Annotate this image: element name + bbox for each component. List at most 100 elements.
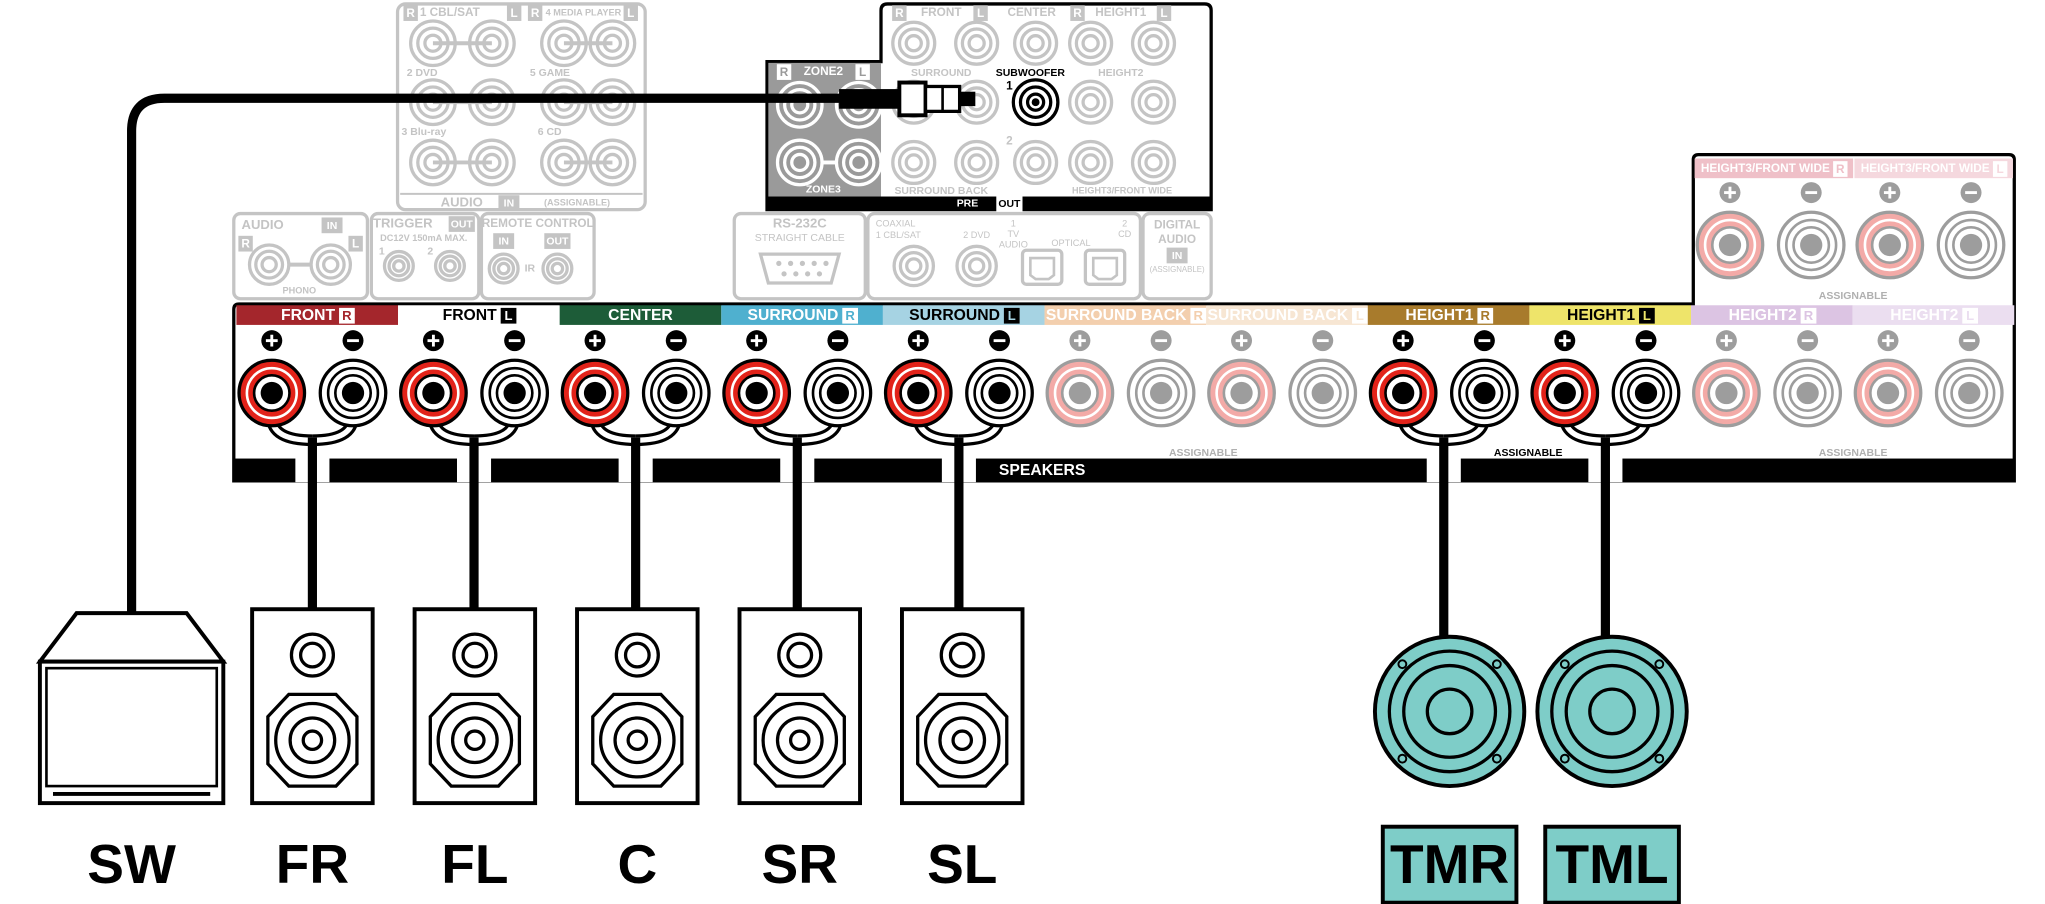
terminal-ring — [568, 366, 622, 420]
terminal-hole — [503, 381, 526, 405]
side-letter: L — [627, 7, 634, 20]
plus-icon — [1069, 330, 1091, 352]
sign-disc — [1715, 330, 1737, 352]
rca-jack — [1144, 153, 1163, 172]
rca-jack — [1130, 139, 1177, 186]
label: TV — [1007, 229, 1020, 239]
label: CENTER — [1007, 6, 1056, 19]
label: 2 DVD — [407, 68, 438, 79]
label: SURROUND BACK — [894, 186, 988, 197]
rca-jack — [1025, 92, 1046, 112]
minus-icon — [989, 330, 1010, 352]
side-box — [776, 64, 792, 80]
speaker-label: TMR — [1390, 833, 1509, 895]
side-letter: L — [1008, 308, 1016, 323]
tweeter-dome — [461, 641, 489, 669]
speaker-label: FL — [441, 833, 508, 895]
ceiling-cap — [1425, 687, 1474, 736]
terminal-ring — [1053, 366, 1107, 420]
rca-jack — [891, 20, 937, 66]
label: DIGITAL — [1154, 218, 1200, 231]
rca-jack — [782, 88, 817, 122]
rca-jack — [898, 250, 929, 281]
negative-terminal — [1449, 358, 1519, 428]
side-letter: OUT — [546, 236, 569, 247]
rca-jack — [790, 152, 810, 173]
rca-jack — [1074, 86, 1107, 119]
label: PRE — [957, 198, 979, 209]
rca-jack — [841, 145, 876, 180]
plus-icon — [261, 330, 283, 352]
woofer-cap — [301, 729, 324, 752]
sign-disc — [1960, 182, 1982, 204]
terminal-hole — [1068, 381, 1092, 405]
side-letter: L — [1966, 308, 1974, 323]
terminal-hole — [988, 381, 1011, 405]
rca-jack — [423, 33, 443, 53]
label: HEIGHT1 — [1095, 6, 1147, 19]
rca-jack — [1019, 27, 1052, 60]
rca-jack — [967, 34, 986, 53]
side-box — [544, 233, 571, 249]
rca-jack — [382, 249, 415, 283]
terminal-ring — [1060, 374, 1099, 413]
side-box — [1070, 5, 1085, 21]
rca-jack — [904, 153, 923, 172]
rca-jack — [955, 244, 998, 288]
side-letter: R — [1836, 163, 1845, 176]
rca-jack — [1018, 85, 1053, 119]
terminal-outer — [1936, 210, 2006, 280]
side-letter: R — [1194, 308, 1204, 323]
label: ZONE3 — [806, 185, 841, 196]
woofer-cap — [788, 729, 811, 752]
minus-icon — [1635, 330, 1657, 352]
speaker-label: C — [617, 833, 657, 895]
screw — [1559, 659, 1570, 670]
woofer-cap — [626, 729, 649, 752]
channel-label: FRONT — [443, 307, 498, 324]
negative-terminal — [1126, 358, 1196, 428]
rca-jack — [482, 33, 502, 53]
label: AUDIO — [242, 217, 284, 232]
negative-terminal — [318, 358, 388, 428]
rca-jack — [1081, 153, 1100, 172]
terminal-hole — [1473, 381, 1496, 405]
channel-label-bg — [1206, 305, 1368, 325]
label: 2 DVD — [963, 230, 990, 240]
rca-jack — [540, 19, 588, 68]
rca-jack — [1011, 78, 1060, 127]
positive-terminal — [237, 358, 307, 428]
side-box — [1190, 307, 1207, 324]
rca-jack — [782, 145, 817, 180]
side-letter: IN — [327, 221, 337, 232]
pre-out-bar — [767, 196, 1212, 210]
terminal-ring — [488, 366, 541, 420]
ceiling-speaker — [1372, 634, 1527, 789]
side-box — [1477, 307, 1494, 324]
terminal-outer — [1695, 210, 1765, 280]
label: HEIGHT3/FRONT WIDE — [1072, 186, 1172, 196]
label: DC12V 150mA MAX. — [380, 233, 467, 243]
rca-jack — [423, 152, 443, 173]
terminal-ring — [650, 366, 703, 420]
terminal-ring — [326, 366, 380, 420]
label: SUBWOOFER — [996, 68, 1066, 79]
side-box — [493, 233, 515, 249]
negative-terminal — [1773, 358, 1843, 428]
label: STRAIGHT CABLE — [755, 233, 845, 244]
positive-terminal — [1853, 358, 1923, 428]
rca-jack — [1144, 93, 1163, 112]
plus-icon — [1879, 182, 1901, 204]
side-box — [339, 307, 355, 324]
terminal-ring — [1792, 225, 1831, 264]
rca-jack — [897, 146, 930, 179]
label: 1 CBL/SAT — [876, 230, 922, 240]
dsub-pin — [776, 260, 782, 266]
rca-jack — [545, 257, 569, 281]
rca-jack — [322, 255, 340, 274]
rca-jack — [1137, 27, 1170, 60]
rca-jack — [1074, 27, 1107, 60]
rca-jack — [1137, 146, 1170, 179]
side-letter: R — [342, 308, 352, 323]
side-letter: IN — [504, 198, 514, 209]
